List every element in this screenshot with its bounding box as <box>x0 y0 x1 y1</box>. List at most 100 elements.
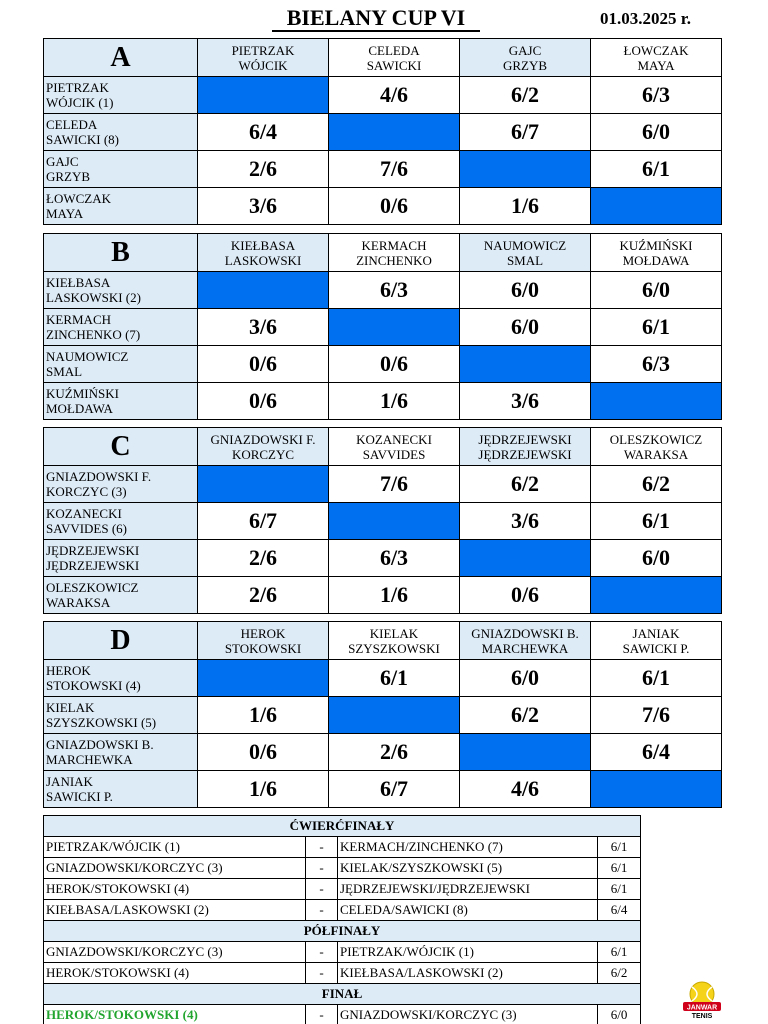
score-cell: 0/6 <box>197 733 329 771</box>
team-a: HEROK/STOKOWSKI (4) <box>43 1004 306 1024</box>
match-row: HEROK/STOKOWSKI (4) - KIEŁBASA/LASKOWSKI (… <box>43 962 642 984</box>
score-cell: 6/1 <box>590 659 722 697</box>
score-cell: 6/1 <box>590 308 722 346</box>
score-cell: 6/0 <box>459 659 591 697</box>
diagonal-cell <box>459 539 591 577</box>
column-header-line2: SAWICKI P. <box>622 640 690 656</box>
match-row: PIETRZAK/WÓJCIK (1) - KERMACH/ZINCHENKO (7… <box>43 836 642 858</box>
quarterfinals-header: ĆWIERĆFINAŁY <box>42 815 642 837</box>
separator: - <box>305 857 338 879</box>
separator: - <box>305 962 338 984</box>
row-header-line1: HEROK <box>46 663 91 678</box>
row-header-line1: ŁOWCZAK <box>46 191 111 206</box>
column-header: KIELAK SZYSZKOWSKI <box>328 621 460 660</box>
row-header-line2: WÓJCIK (1) <box>46 95 114 110</box>
group-letter: B <box>43 233 198 272</box>
row-header: CELEDA SAWICKI (8) <box>43 113 198 151</box>
row-header: GAJC GRZYB <box>43 150 198 188</box>
column-header-line1: JANIAK <box>632 625 680 641</box>
score-cell: 1/6 <box>197 770 329 808</box>
column-header-line2: MOŁDAWA <box>622 252 690 268</box>
diagonal-cell <box>590 187 722 225</box>
row-header: PIETRZAK WÓJCIK (1) <box>43 76 198 114</box>
score-cell: 1/6 <box>197 696 329 734</box>
column-header-line1: HEROK <box>240 625 286 641</box>
diagonal-cell <box>197 271 329 309</box>
score-cell: 6/7 <box>328 770 460 808</box>
team-b: GNIAZDOWSKI/KORCZYC (3) <box>337 1004 598 1024</box>
row-header: KOZANECKI SAVVIDES (6) <box>43 502 198 540</box>
row-header-line1: KOZANECKI <box>46 506 122 521</box>
row-header: JANIAK SAWICKI P. <box>43 770 198 808</box>
event-date: 01.03.2025 r. <box>600 9 691 28</box>
row-header-line1: CELEDA <box>46 117 98 132</box>
group-table-d: D HEROK STOKOWSKI KIELAK SZYSZKOWSKI GNIAZDOW… <box>43 621 722 808</box>
diagonal-cell <box>590 576 722 614</box>
column-header: CELEDA SAWICKI <box>328 38 460 77</box>
page-title: BIELANY CUP VI <box>272 6 480 32</box>
match-score: 6/1 <box>596 857 642 879</box>
diagonal-cell <box>590 770 722 808</box>
column-header: PIETRZAK WÓJCIK <box>197 38 329 77</box>
separator: - <box>305 899 338 921</box>
team-a: GNIAZDOWSKI/KORCZYC (3) <box>43 857 306 879</box>
row-header-line2: SZYSZKOWSKI (5) <box>46 715 157 730</box>
match-row: KIEŁBASA/LASKOWSKI (2) - CELEDA/SAWICKI (8… <box>43 899 642 921</box>
row-header: KIEŁBASA LASKOWSKI (2) <box>43 271 198 309</box>
column-header-line1: KERMACH <box>361 237 427 253</box>
group-letter: C <box>43 427 198 466</box>
row-header-line1: GAJC <box>46 154 79 169</box>
row-header-line1: GNIAZDOWSKI B. <box>46 737 154 752</box>
row-header-line2: SAWICKI P. <box>46 789 113 804</box>
column-header-line2: STOKOWSKI <box>224 640 302 656</box>
score-cell: 6/2 <box>459 696 591 734</box>
score-cell: 6/0 <box>459 271 591 309</box>
match-row: HEROK/STOKOWSKI (4) - JĘDRZEJEWSKI/JĘDRZEJ… <box>43 878 642 900</box>
row-header-line1: KUŹMIŃSKI <box>46 386 119 401</box>
column-header-line1: GAJC <box>508 42 542 58</box>
score-cell: 6/0 <box>590 539 722 577</box>
logo-text-top: JANWAR <box>687 1005 717 1012</box>
row-header: KUŹMIŃSKI MOŁDAWA <box>43 382 198 420</box>
row-header: KERMACH ZINCHENKO (7) <box>43 308 198 346</box>
column-header-line1: PIETRZAK <box>231 42 295 58</box>
group-table-c: C GNIAZDOWSKI F. KORCZYC KOZANECKI SAVVIDES J… <box>43 427 722 614</box>
score-cell: 2/6 <box>197 150 329 188</box>
column-header-line2: WÓJCIK <box>238 57 288 73</box>
match-row: GNIAZDOWSKI/KORCZYC (3) - KIELAK/SZYSZKOWS… <box>43 857 642 879</box>
column-header: NAUMOWICZ SMAL <box>459 233 591 272</box>
score-cell: 4/6 <box>328 76 460 114</box>
diagonal-cell <box>459 150 591 188</box>
diagonal-cell <box>197 465 329 503</box>
score-cell: 7/6 <box>590 696 722 734</box>
match-row: GNIAZDOWSKI/KORCZYC (3) - PIETRZAK/WÓJCIK … <box>43 941 642 963</box>
row-header-line2: SAWICKI (8) <box>46 132 119 147</box>
score-cell: 7/6 <box>328 465 460 503</box>
team-b: KERMACH/ZINCHENKO (7) <box>337 836 598 858</box>
column-header-line1: JĘDRZEJEWSKI <box>478 431 572 447</box>
column-header: ŁOWCZAK MAYA <box>590 38 722 77</box>
diagonal-cell <box>328 696 460 734</box>
row-header: ŁOWCZAK MAYA <box>43 187 198 225</box>
team-b: CELEDA/SAWICKI (8) <box>337 899 598 921</box>
semifinals-header: PÓŁFINAŁY <box>42 920 642 942</box>
score-cell: 0/6 <box>328 187 460 225</box>
row-header-line1: OLESZKOWICZ <box>46 580 139 595</box>
team-b: PIETRZAK/WÓJCIK (1) <box>337 941 598 963</box>
score-cell: 4/6 <box>459 770 591 808</box>
score-cell: 6/2 <box>459 76 591 114</box>
team-b: JĘDRZEJEWSKI/JĘDRZEJEWSKI <box>337 878 598 900</box>
separator: - <box>305 941 338 963</box>
column-header-line1: OLESZKOWICZ <box>609 431 703 447</box>
score-cell: 6/7 <box>197 502 329 540</box>
score-cell: 0/6 <box>459 576 591 614</box>
row-header-line1: KIEŁBASA <box>46 275 111 290</box>
diagonal-cell <box>328 113 460 151</box>
team-a: HEROK/STOKOWSKI (4) <box>43 962 306 984</box>
column-header-line2: GRZYB <box>502 57 548 73</box>
row-header-line2: MOŁDAWA <box>46 401 113 416</box>
row-header-line1: JĘDRZEJEWSKI <box>46 543 140 558</box>
score-cell: 1/6 <box>328 576 460 614</box>
score-cell: 6/3 <box>328 271 460 309</box>
group-letter: A <box>43 38 198 77</box>
